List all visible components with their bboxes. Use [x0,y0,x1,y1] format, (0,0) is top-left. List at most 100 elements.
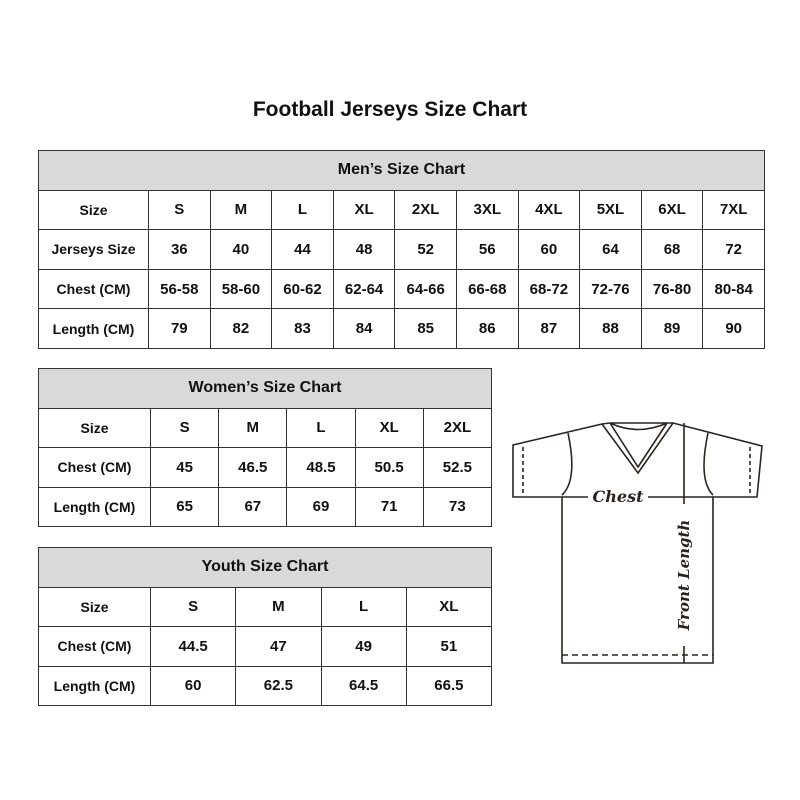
table-cell: 50.5 [354,447,424,488]
sleeve-seams [561,432,714,496]
youth-size-table: Youth Size Chart Size S M L XL Chest (CM) 44.5… [38,547,493,706]
table-cell: S [149,586,237,627]
table-row: Size S M L XL 2XL 3XL 4XL 5XL 6XL 7XL [38,189,765,231]
table-cell: 89 [640,308,704,349]
table-cell: 82 [209,308,273,349]
table-cell: M [218,407,288,448]
table-row: Chest (CM) 45 46.5 48.5 50.5 52.5 [38,447,493,488]
row-label: Size [38,586,151,627]
table-cell: 64 [579,229,642,270]
table-cell: 56-58 [148,268,211,310]
table-cell: 87 [517,308,581,349]
table-cell: 5XL [579,189,642,231]
womens-table-heading: Women’s Size Chart [38,368,492,409]
womens-size-table: Women’s Size Chart Size S M L XL 2XL Chest (CM… [38,368,493,527]
table-cell: 67 [218,486,288,527]
table-cell: 51 [405,626,493,667]
table-cell: 40 [209,229,273,270]
page-title: Football Jerseys Size Chart [252,98,528,121]
row-label: Length (CM) [38,308,149,349]
table-cell: 60 [149,665,237,706]
table-cell: 60-62 [271,268,334,310]
table-cell: 72 [702,229,765,270]
row-label: Size [38,407,151,448]
table-cell: 7XL [702,189,765,231]
table-row: Length (CM) 60 62.5 64.5 66.5 [38,665,493,706]
table-cell: 6XL [640,189,704,231]
jersey-outline [512,422,763,664]
table-cell: 4XL [517,189,581,231]
table-cell: 48 [332,229,396,270]
row-label: Chest (CM) [38,268,149,310]
table-row: Chest (CM) 56-58 58-60 60-62 62-64 64-66 66-68… [38,268,765,310]
table-cell: 66-68 [455,268,519,310]
table-cell: 44.5 [149,626,237,667]
table-cell: 58-60 [209,268,273,310]
table-cell: 52.5 [422,447,493,488]
jersey-collar [601,422,673,469]
table-row: Length (CM) 79 82 83 84 85 86 87 88 89 90 [38,308,765,349]
table-row: Chest (CM) 44.5 47 49 51 [38,626,493,667]
jersey-diagram: Chest Front Length [512,422,763,664]
table-cell: 62-64 [332,268,396,310]
table-row: Jerseys Size 36 40 44 48 52 56 60 64 68 72 [38,229,765,270]
table-cell: 85 [394,308,457,349]
table-cell: 52 [394,229,457,270]
table-cell: 64.5 [320,665,407,706]
table-cell: 83 [271,308,334,349]
row-label: Chest (CM) [38,447,151,488]
table-cell: XL [354,407,424,448]
table-cell: L [271,189,334,231]
table-cell: XL [332,189,396,231]
table-cell: 73 [422,486,493,527]
table-cell: 88 [579,308,642,349]
table-cell: 60 [517,229,581,270]
table-cell: 84 [332,308,396,349]
table-cell: 62.5 [235,665,322,706]
table-cell: S [148,189,211,231]
table-cell: 65 [149,486,220,527]
table-cell: 64-66 [394,268,457,310]
table-cell: L [320,586,407,627]
mens-size-table: Men’s Size Chart Size S M L XL 2XL 3XL 4XL 5XL 6X… [38,150,765,349]
front-length-label: Front Length [675,520,693,632]
table-cell: 46.5 [218,447,288,488]
table-cell: 45 [149,447,220,488]
table-cell: 66.5 [405,665,493,706]
table-cell: 36 [148,229,211,270]
table-cell: M [235,586,322,627]
table-cell: 90 [702,308,765,349]
table-cell: 47 [235,626,322,667]
table-cell: 49 [320,626,407,667]
table-cell: 48.5 [286,447,356,488]
table-cell: 80-84 [702,268,765,310]
table-row: Size S M L XL 2XL [38,407,493,448]
table-cell: 69 [286,486,356,527]
table-cell: 44 [271,229,334,270]
table-cell: S [149,407,220,448]
table-cell: 68-72 [517,268,581,310]
row-label: Chest (CM) [38,626,151,667]
row-label: Length (CM) [38,665,151,706]
mens-table-heading: Men’s Size Chart [38,150,765,191]
table-cell: 68 [640,229,704,270]
table-row: Size S M L XL [38,586,493,627]
row-label: Jerseys Size [38,229,149,270]
table-cell: 71 [354,486,424,527]
table-cell: 56 [455,229,519,270]
row-label: Size [38,189,149,231]
table-cell: 2XL [422,407,493,448]
row-label: Length (CM) [38,486,151,527]
chest-label: Chest [593,487,645,506]
table-row: Length (CM) 65 67 69 71 73 [38,486,493,527]
table-cell: 86 [455,308,519,349]
table-cell: XL [405,586,493,627]
sleeve-hems [522,447,751,495]
table-cell: 2XL [394,189,457,231]
youth-table-heading: Youth Size Chart [38,547,492,588]
table-cell: 72-76 [579,268,642,310]
table-cell: M [209,189,273,231]
table-cell: 3XL [455,189,519,231]
table-cell: 79 [148,308,211,349]
table-cell: L [286,407,356,448]
